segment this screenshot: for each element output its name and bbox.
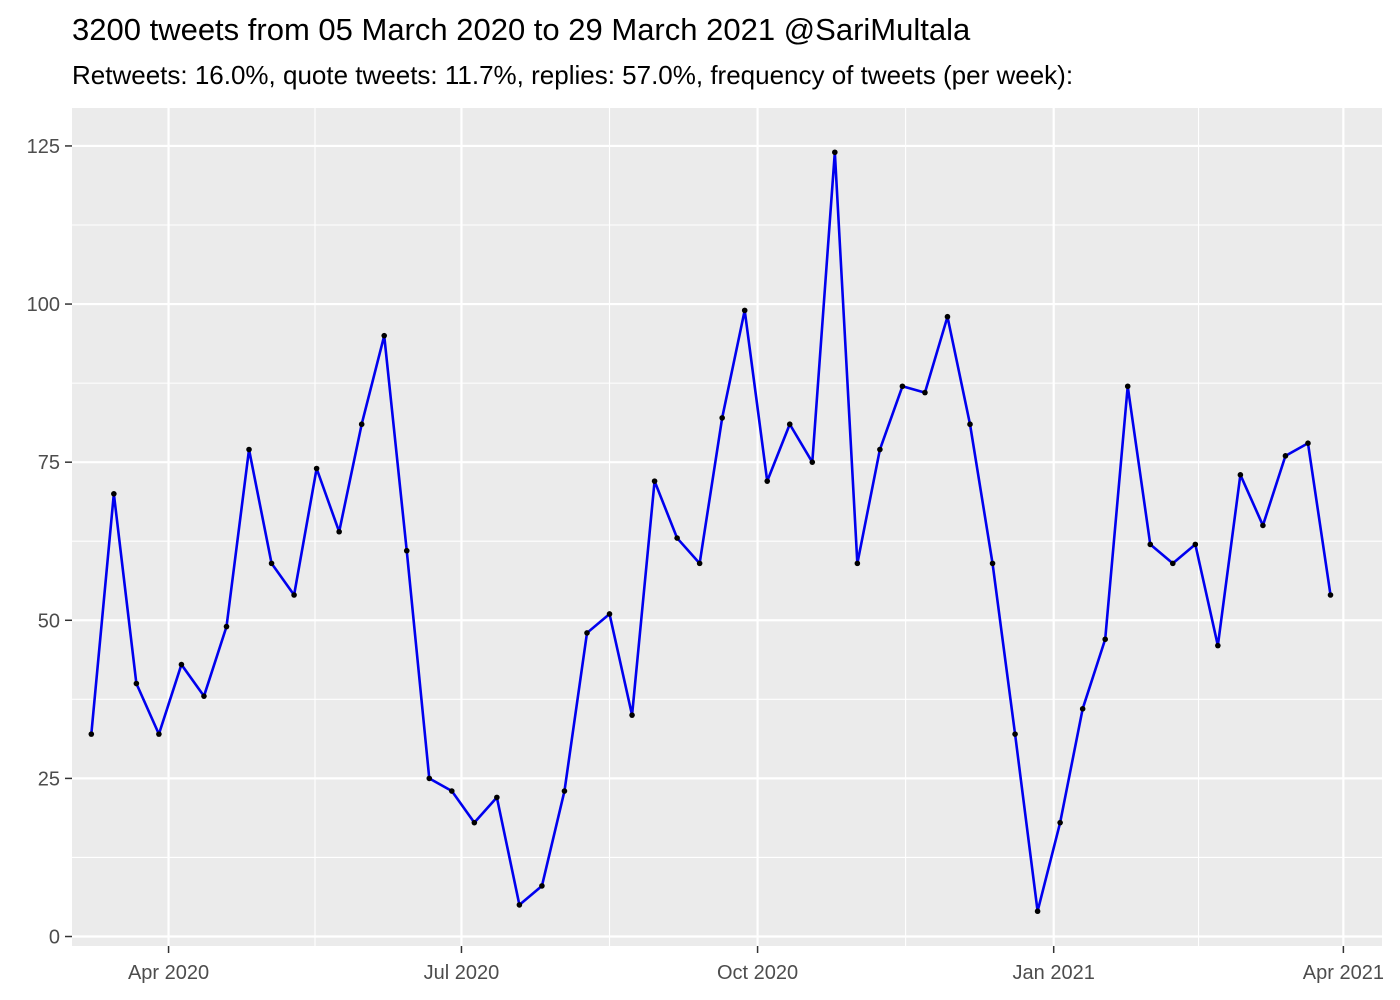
data-point [741,307,748,314]
plot-panel [72,108,1382,946]
data-point [336,528,342,535]
series-layer [88,149,1334,915]
data-point [516,902,523,908]
data-point [809,459,816,465]
data-point [944,313,951,320]
data-point [156,731,162,737]
data-point [967,421,973,428]
data-point [989,560,996,567]
y-tick-label: 0 [49,927,60,949]
chart-subtitle: Retweets: 16.0%, quote tweets: 11.7%, re… [72,60,1074,90]
series-line [90,150,1332,913]
x-tick-label: Apr 2021 [1303,962,1384,984]
data-point [201,693,207,699]
data-point [88,731,95,737]
data-point [1192,541,1199,548]
data-point [111,490,117,497]
x-tick-label: Oct 2020 [717,962,798,984]
data-point [1057,819,1063,826]
data-point [381,332,388,339]
minor-gridlines [72,108,1382,946]
data-point [1147,541,1154,548]
data-point [1079,706,1086,712]
y-tick-label: 100 [27,294,60,316]
data-point [854,560,861,567]
data-point [832,149,838,156]
data-point [1237,472,1244,478]
data-point [246,446,252,453]
data-point [1034,908,1041,915]
data-point [584,630,590,636]
data-point [1282,453,1289,459]
data-point [719,415,725,421]
data-point [403,547,410,554]
data-point [674,535,680,541]
data-point [426,775,433,782]
data-point [606,611,613,617]
y-tick-label: 125 [27,136,60,158]
x-tick-label: Apr 2020 [128,962,209,984]
data-point [539,883,545,889]
data-point [268,560,275,567]
data-point [313,465,320,472]
chart-title: 3200 tweets from 05 March 2020 to 29 Mar… [72,12,971,47]
data-point [1327,592,1334,598]
data-point [629,712,635,718]
data-point [1260,522,1266,529]
data-point [651,478,658,484]
data-point [471,819,478,826]
data-point [899,383,906,390]
axes: 0 25 50 75 100 125 Apr 2020 Jul 2020 Oct 2020 Jan… [27,136,1384,984]
data-point [449,788,455,794]
x-tick-label: Jul 2020 [424,962,500,984]
x-tick-label: Jan 2021 [1013,962,1095,984]
y-tick-label: 25 [38,768,60,790]
data-point [764,478,771,484]
data-point [1012,731,1018,737]
data-point [223,623,230,630]
data-point [1169,560,1176,567]
y-tick-label: 50 [38,610,60,632]
data-point [1124,383,1131,390]
data-point [1215,642,1221,649]
data-point [133,680,140,687]
data-point [922,389,928,396]
data-point [178,661,185,668]
data-point [494,794,500,801]
data-point [1305,440,1311,447]
data-point [358,421,365,428]
data-point [877,446,883,453]
data-point [291,592,297,598]
data-point [786,421,793,428]
data-point [561,788,568,794]
y-tick-label: 75 [38,452,60,474]
data-point [1102,636,1108,643]
data-point [696,560,703,567]
